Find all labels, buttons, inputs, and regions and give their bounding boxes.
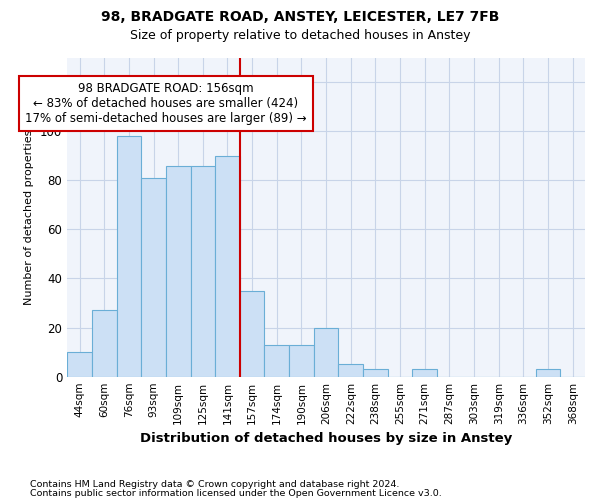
Bar (363, 370, 388, 376)
Y-axis label: Number of detached properties: Number of detached properties (25, 130, 34, 305)
Bar (116, 136, 141, 376)
Bar (240, 290, 265, 376)
Text: 98, BRADGATE ROAD, ANSTEY, LEICESTER, LE7 7FB: 98, BRADGATE ROAD, ANSTEY, LEICESTER, LE… (101, 10, 499, 24)
Bar (289, 345, 314, 376)
Bar (314, 328, 338, 376)
Bar (191, 166, 215, 376)
Bar (67, 352, 92, 376)
Text: Contains public sector information licensed under the Open Government Licence v3: Contains public sector information licen… (30, 490, 442, 498)
Bar (536, 370, 560, 376)
X-axis label: Distribution of detached houses by size in Anstey: Distribution of detached houses by size … (140, 432, 512, 445)
Bar (265, 345, 289, 376)
Bar (338, 364, 363, 376)
Bar (166, 166, 191, 376)
Bar (141, 178, 166, 376)
Bar (215, 156, 240, 376)
Bar (412, 370, 437, 376)
Text: 98 BRADGATE ROAD: 156sqm
← 83% of detached houses are smaller (424)
17% of semi-: 98 BRADGATE ROAD: 156sqm ← 83% of detach… (25, 82, 307, 125)
Text: Size of property relative to detached houses in Anstey: Size of property relative to detached ho… (130, 29, 470, 42)
Bar (92, 310, 116, 376)
Text: Contains HM Land Registry data © Crown copyright and database right 2024.: Contains HM Land Registry data © Crown c… (30, 480, 400, 489)
